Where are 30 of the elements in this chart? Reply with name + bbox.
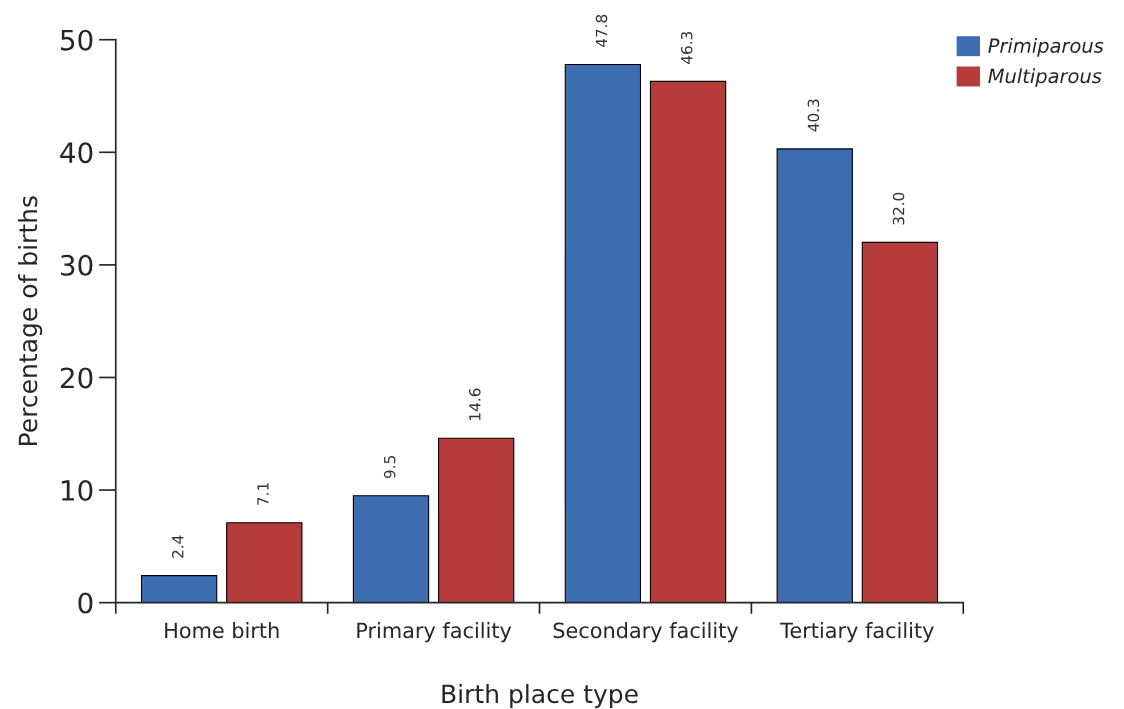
- bar: [564, 63, 642, 603]
- x-tick-label: Secondary facility: [553, 622, 739, 643]
- y-tick-label: 0: [78, 592, 93, 614]
- x-tick-label: Primary facility: [357, 622, 512, 643]
- legend-label: Multiparous: [988, 68, 1102, 88]
- data-label: 2.4: [172, 535, 184, 558]
- bar: [649, 80, 727, 603]
- bar: [140, 575, 218, 603]
- data-label: 40.3: [807, 99, 820, 132]
- data-label: 9.5: [383, 456, 396, 479]
- x-axis-title: Birth place type: [442, 683, 638, 709]
- data-label: 46.3: [680, 31, 693, 64]
- bar: [352, 495, 430, 603]
- y-tick-label: 50: [61, 29, 93, 51]
- x-tick-label: Home birth: [165, 622, 279, 639]
- data-label: 7.1: [257, 483, 269, 505]
- y-tick-label: 10: [61, 480, 93, 502]
- bar: [776, 148, 853, 603]
- data-label: 32.0: [892, 192, 905, 225]
- bar: [861, 241, 939, 603]
- bar: [438, 437, 515, 603]
- data-label: 47.8: [595, 14, 608, 48]
- data-label: 14.6: [469, 388, 481, 420]
- y-axis-title: Percentage of births: [18, 196, 43, 445]
- x-tick-label: Tertiary facility: [780, 622, 934, 643]
- y-tick-label: 40: [60, 142, 93, 164]
- y-tick-label: 20: [60, 367, 93, 389]
- bar: [226, 522, 303, 603]
- legend-label: Primiparous: [988, 37, 1104, 57]
- y-tick-label: 30: [61, 254, 93, 276]
